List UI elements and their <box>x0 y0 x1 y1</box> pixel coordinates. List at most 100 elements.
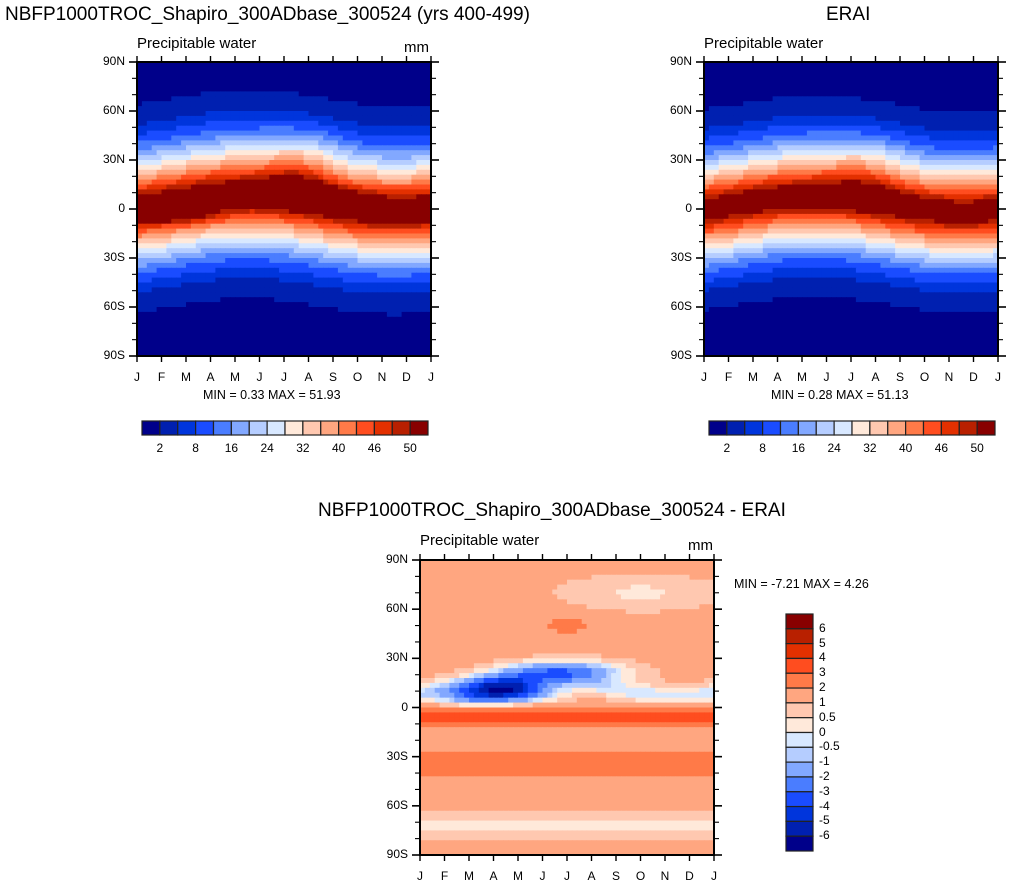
contour-cell <box>743 76 749 83</box>
contour-cell <box>279 204 285 210</box>
contour-cell <box>723 111 730 117</box>
contour-cell <box>919 106 926 112</box>
contour-cell <box>288 125 295 132</box>
contour-cell <box>342 179 349 186</box>
contour-cell <box>298 130 305 137</box>
contour-cell <box>328 91 334 97</box>
contour-cell <box>811 120 818 127</box>
contour-cell <box>284 248 290 254</box>
contour-cell <box>386 106 393 112</box>
contour-cell <box>426 140 432 146</box>
contour-cell <box>151 91 158 97</box>
contour-cell <box>166 66 172 73</box>
contour-cell <box>293 101 300 107</box>
contour-cell <box>308 253 314 259</box>
contour-cell <box>220 174 226 181</box>
contour-cell <box>352 341 359 347</box>
contour-cell <box>372 272 378 279</box>
contour-cell <box>870 135 877 141</box>
contour-cell <box>767 62 774 68</box>
contour-cell <box>264 81 270 88</box>
contour-cell <box>239 86 246 92</box>
contour-cell <box>176 140 182 146</box>
contour-cell <box>337 253 344 259</box>
contour-cell <box>401 302 408 308</box>
contour-cell <box>323 111 329 117</box>
contour-cell <box>313 253 319 259</box>
contour-cell <box>411 331 417 337</box>
contour-cell <box>235 91 241 97</box>
contour-cell <box>161 262 167 269</box>
contour-cell <box>993 150 999 156</box>
contour-cell <box>293 120 300 127</box>
contour-cell <box>895 135 901 141</box>
contour-cell <box>352 297 359 303</box>
contour-cell <box>865 81 872 88</box>
contour-cell <box>743 160 749 166</box>
contour-cell <box>195 96 202 102</box>
contour-cell <box>239 341 246 347</box>
contour-cell <box>342 316 349 323</box>
contour-cell <box>875 150 881 156</box>
contour-cell <box>337 204 344 210</box>
contour-cell <box>308 91 314 97</box>
contour-cell <box>166 62 172 68</box>
contour-cell <box>313 262 319 269</box>
contour-cell <box>337 287 344 293</box>
contour-cell <box>973 115 979 122</box>
contour-cell <box>802 160 808 166</box>
contour-cell <box>367 174 373 181</box>
contour-cell <box>166 336 172 342</box>
contour-cell <box>855 62 862 68</box>
contour-cell <box>738 76 744 83</box>
contour-cell <box>181 101 187 107</box>
contour-cell <box>308 160 314 166</box>
contour-cell <box>909 120 916 127</box>
contour-cell <box>259 96 265 102</box>
contour-cell <box>230 316 236 323</box>
contour-cell <box>367 218 373 225</box>
contour-cell <box>156 194 163 200</box>
contour-cell <box>337 262 344 269</box>
contour-cell <box>254 331 261 337</box>
contour-cell <box>244 71 251 78</box>
contour-cell <box>254 66 261 73</box>
contour-cell <box>944 101 950 107</box>
contour-cell <box>802 91 808 97</box>
contour-cell <box>337 311 344 318</box>
contour-cell <box>181 341 187 347</box>
contour-cell <box>176 106 182 112</box>
contour-cell <box>421 243 427 249</box>
contour-cell <box>259 111 265 117</box>
contour-cell <box>382 115 388 122</box>
contour-cell <box>337 86 344 92</box>
contour-cell <box>411 267 417 274</box>
contour-cell <box>396 179 403 186</box>
contour-cell <box>904 62 911 68</box>
contour-cell <box>195 243 202 249</box>
contour-cell <box>386 76 393 83</box>
contour-cell <box>249 267 256 274</box>
contour-cell <box>362 81 368 88</box>
contour-cell <box>313 96 319 102</box>
contour-cell <box>728 160 734 166</box>
contour-cell <box>391 287 398 293</box>
contour-cell <box>357 189 363 195</box>
contour-cell <box>821 135 828 141</box>
contour-cell <box>151 169 158 176</box>
contour-cell <box>308 292 314 298</box>
contour-cell <box>269 272 275 279</box>
contour-cell <box>396 253 403 259</box>
contour-cell <box>704 125 710 132</box>
contour-cell <box>264 262 270 269</box>
contour-cell <box>200 76 207 83</box>
contour-cell <box>313 258 319 264</box>
contour-cell <box>939 96 945 102</box>
contour-cell <box>146 243 153 249</box>
contour-cell <box>777 96 783 102</box>
contour-cell <box>186 302 192 308</box>
contour-cell <box>303 297 310 303</box>
contour-cell <box>347 253 354 259</box>
contour-cell <box>264 223 270 230</box>
contour-cell <box>210 111 216 117</box>
